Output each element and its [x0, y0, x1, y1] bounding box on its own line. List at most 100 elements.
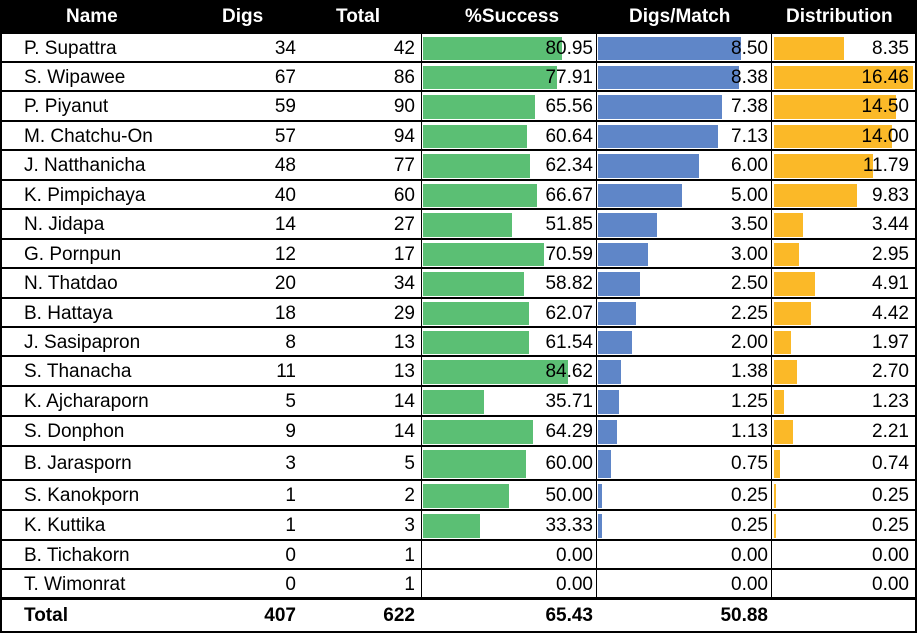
success-value: 62.07: [545, 303, 593, 324]
player-name: P. Supattra: [24, 38, 117, 59]
table-row: T. Wimonrat 0 1 0.00 0.00 0.00: [0, 570, 917, 599]
header-distribution: Distribution: [786, 6, 893, 27]
header-total: Total: [336, 6, 380, 27]
distribution-bar: [774, 154, 874, 178]
column-divider: [596, 34, 597, 600]
digs-match-bar: [598, 184, 682, 207]
success-value: 60.00: [545, 453, 593, 474]
digs-match-value: 3.00: [731, 244, 768, 265]
player-name: M. Chatchu-On: [24, 126, 153, 147]
total-digs: 407: [264, 605, 296, 626]
total-value: 13: [393, 361, 415, 382]
success-value: 0.00: [556, 545, 593, 566]
success-bar: [423, 243, 545, 266]
distribution-value: 0.00: [872, 545, 909, 566]
table-row: S. Wipawee 67 86 77.91 8.38 16.46: [0, 63, 917, 92]
digs-match-bar: [598, 66, 739, 89]
digs-value: 40: [274, 185, 296, 206]
digs-match-value: 0.00: [731, 545, 768, 566]
digs-value: 11: [276, 361, 296, 382]
digs-match-value: 1.25: [731, 391, 768, 412]
header-name: Name: [66, 6, 118, 27]
table-row: N. Thatdao 20 34 58.82 2.50 4.91: [0, 269, 917, 299]
table-row: S. Thanacha 11 13 84.62 1.38 2.70: [0, 357, 917, 387]
digs-match-value: 2.00: [731, 332, 768, 353]
distribution-bar: [774, 390, 785, 414]
distribution-value: 9.83: [872, 185, 909, 206]
distribution-value: 14.50: [861, 96, 909, 117]
digs-match-value: 8.38: [731, 67, 768, 88]
player-name: S. Kanokporn: [24, 485, 140, 506]
digs-value: 0: [285, 574, 296, 595]
distribution-value: 0.25: [872, 485, 909, 506]
distribution-bar: [774, 420, 793, 444]
distribution-value: 3.44: [872, 214, 909, 235]
distribution-bar: [774, 450, 781, 478]
digs-match-bar: [598, 154, 699, 178]
player-name: P. Piyanut: [24, 96, 109, 117]
header-digs: Digs: [222, 6, 264, 27]
digs-match-value: 1.13: [731, 421, 768, 442]
success-bar: [423, 360, 569, 384]
total-value: 17: [393, 244, 415, 265]
distribution-bar: [774, 95, 897, 119]
success-bar: [423, 484, 509, 508]
digs-match-value: 0.25: [731, 515, 768, 536]
total-value: 27: [393, 214, 415, 235]
distribution-value: 16.46: [861, 67, 909, 88]
distribution-value: 4.91: [872, 273, 909, 294]
table-row: S. Donphon 9 14 64.29 1.13 2.21: [0, 417, 917, 447]
digs-value: 20: [274, 273, 296, 294]
success-value: 80.95: [545, 38, 593, 59]
distribution-bar: [774, 514, 777, 538]
digs-match-value: 5.00: [731, 185, 768, 206]
digs-match-value: 1.38: [731, 361, 768, 382]
total-total: 622: [383, 605, 415, 626]
digs-value: 1: [285, 485, 296, 506]
success-bar: [423, 184, 538, 207]
table-row: N. Jidapa 14 27 51.85 3.50 3.44: [0, 210, 917, 240]
success-value: 66.67: [545, 185, 593, 206]
player-name: B. Jarasporn: [24, 453, 132, 474]
digs-match-value: 0.00: [731, 574, 768, 595]
success-bar: [423, 420, 534, 444]
distribution-bar: [774, 272, 816, 296]
digs-value: 3: [285, 453, 296, 474]
digs-match-value: 6.00: [731, 155, 768, 176]
table-row: S. Kanokporn 1 2 50.00 0.25 0.25: [0, 481, 917, 511]
player-name: B. Tichakorn: [24, 545, 130, 566]
digs-match-bar: [598, 420, 617, 444]
player-name: G. Pornpun: [24, 244, 122, 265]
distribution-bar: [774, 484, 777, 508]
player-name: K. Kuttika: [24, 515, 106, 536]
player-name: N. Jidapa: [24, 214, 105, 235]
table-row: J. Sasipapron 8 13 61.54 2.00 1.97: [0, 328, 917, 357]
total-value: 2: [404, 485, 415, 506]
success-value: 33.33: [545, 515, 593, 536]
digs-value: 0: [285, 545, 296, 566]
total-divider: [0, 597, 917, 600]
player-name: S. Donphon: [24, 421, 125, 442]
success-bar: [423, 95, 536, 119]
digs-match-value: 0.75: [731, 453, 768, 474]
total-value: 77: [393, 155, 415, 176]
distribution-value: 2.21: [872, 421, 909, 442]
distribution-value: 1.97: [872, 332, 909, 353]
distribution-bar: [774, 37, 845, 60]
digs-match-bar: [598, 243, 649, 266]
success-value: 60.64: [545, 126, 593, 147]
digs-match-bar: [598, 302, 636, 325]
distribution-value: 8.35: [872, 38, 909, 59]
digs-match-bar: [598, 360, 622, 384]
distribution-bar: [774, 331, 791, 354]
digs-match-bar: [598, 125, 718, 148]
digs-match-bar: [598, 450, 611, 478]
total-row: Total 407 622 65.43 50.88: [0, 600, 917, 633]
player-name: S. Thanacha: [24, 361, 132, 382]
header-success: %Success: [465, 6, 560, 27]
success-bar: [423, 390, 485, 414]
success-bar: [423, 37, 562, 60]
digs-value: 59: [274, 96, 296, 117]
total-value: 14: [393, 391, 415, 412]
distribution-value: 2.95: [872, 244, 909, 265]
